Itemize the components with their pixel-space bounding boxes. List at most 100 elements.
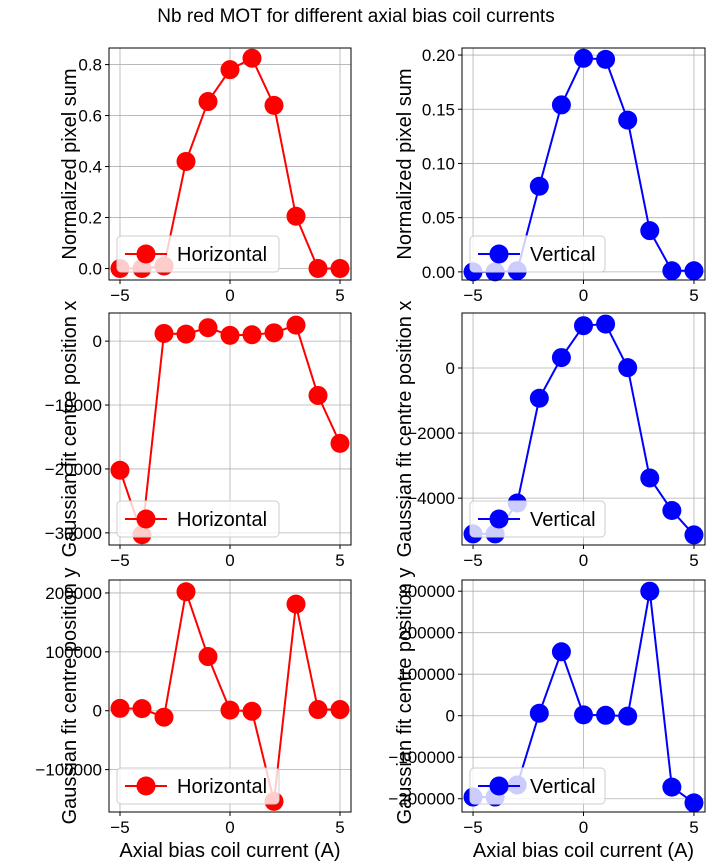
data-point [110,460,130,480]
data-point [662,777,682,797]
legend-label: Vertical [530,244,596,266]
y-tick-label: 300000 [398,582,455,601]
y-tick-label: −2000 [407,424,455,443]
y-tick-label: −4000 [407,489,455,508]
legend-marker [489,776,509,796]
x-tick-label: 0 [579,286,588,305]
axes-frame [108,312,352,546]
legend-marker [489,244,509,264]
legend-marker [136,509,156,529]
y-tick-label: 0.8 [78,56,102,75]
axes-frame [461,312,706,546]
axes-frame [461,579,706,813]
data-point [618,706,638,726]
data-point [308,259,328,279]
data-point [529,176,549,196]
axes-frame [108,579,352,813]
x-tick-label: 5 [689,551,698,570]
data-point [330,259,350,279]
data-point [618,358,638,378]
legend-label: Vertical [530,509,596,531]
y-tick-label: −100000 [35,761,102,780]
y-axis-label: Gaussian fit centre position y [394,568,416,825]
data-point [684,793,704,813]
data-point [574,316,593,336]
y-tick-label: −100000 [388,748,455,767]
data-point [640,221,660,241]
y-tick-label: 200000 [45,584,102,603]
data-point [198,647,218,667]
legend-marker [136,776,156,796]
data-point [176,151,196,171]
data-point [176,582,196,602]
x-tick-label: 5 [335,818,344,837]
data-point [154,707,174,727]
x-tick-label: −5 [110,818,129,837]
data-point [132,699,152,719]
y-tick-label: 0 [446,359,455,378]
data-point [551,642,571,662]
y-axis-label: Normalized pixel sum [394,68,416,259]
y-tick-label: 0.15 [422,100,455,119]
legend-marker [489,509,509,529]
data-point [574,705,593,725]
data-point [308,700,328,720]
y-tick-label: 0.6 [78,107,102,126]
y-tick-label: 100000 [45,643,102,662]
data-point [596,314,616,334]
data-point [242,325,262,345]
x-axis-label: Axial bias coil current (A) [119,840,340,862]
data-point [618,110,638,130]
legend-box [469,500,606,538]
y-tick-label: 0.0 [78,260,102,279]
y-tick-label: 200000 [398,624,455,643]
legend-label: Vertical [530,776,596,798]
y-tick-label: 0 [93,702,102,721]
data-point [286,594,306,614]
data-point [242,701,262,721]
subplot-6: −5 0 5 −200000 −100000 0 100000 200000 300000Gau… [388,568,706,862]
x-tick-label: −5 [110,286,129,305]
axes-frame [108,47,352,281]
y-tick-label: 0.00 [422,263,455,282]
data-point [596,705,616,725]
y-tick-label: −200000 [388,790,455,809]
data-point [220,325,240,345]
y-tick-label: 0 [93,332,102,351]
y-tick-label: 0.20 [422,46,455,65]
data-point [684,525,704,545]
x-tick-label: 5 [335,551,344,570]
data-point [220,700,240,720]
subplot-4: −5 0 5 −4000 −2000 0 Gaussian fit centre posit… [394,301,706,570]
data-point [286,315,306,335]
x-tick-label: −5 [463,551,482,570]
legend-box [469,767,606,805]
legend-label: Horizontal [177,509,267,531]
axes-frame [461,47,706,281]
legend-box [116,235,280,273]
x-tick-label: 5 [689,818,698,837]
subplot-2: −5 0 5 0.00 0.05 0.10 0.15 0.20 Normalized pixel… [394,46,706,305]
legend-box [116,767,280,805]
x-tick-label: 0 [225,818,234,837]
legend-label: Horizontal [177,244,267,266]
data-point [154,323,174,343]
data-point [330,700,350,720]
data-point [529,388,549,408]
y-axis-label: Gaussian fit centre position y [59,568,81,825]
data-point [264,323,284,343]
data-point [220,60,240,80]
x-tick-label: 0 [579,818,588,837]
data-point [198,92,218,112]
y-axis-label: Gaussian fit centre position x [59,301,81,558]
y-axis-label: Normalized pixel sum [59,68,81,259]
x-tick-label: −5 [110,551,129,570]
subplot-3: −5 0 5 −30000 −20000 −10000 0 Gaussian fit cent… [45,301,352,570]
x-tick-label: −5 [463,818,482,837]
y-axis-label: Gaussian fit centre position x [394,301,416,558]
data-point [330,433,350,453]
x-tick-label: 5 [335,286,344,305]
legend-box [469,235,606,273]
